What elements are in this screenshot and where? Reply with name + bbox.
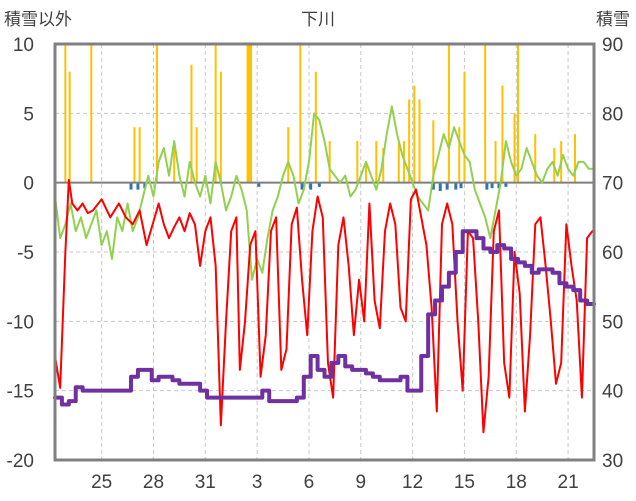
- precip-bar: [494, 141, 497, 183]
- sunshine-bar: [459, 182, 463, 189]
- sunshine-bar: [454, 182, 458, 190]
- precip-bar: [513, 113, 516, 183]
- precip-bar: [299, 44, 302, 183]
- right-tick-label: 60: [602, 243, 623, 264]
- sunshine-bar: [309, 182, 313, 190]
- precip-bar: [458, 127, 461, 183]
- chart-title: 下川: [301, 10, 335, 30]
- right-tick-label: 80: [602, 104, 623, 125]
- sunshine-bar: [143, 182, 147, 189]
- x-tick-label: 31: [195, 472, 216, 493]
- sunshine-bar: [431, 182, 435, 190]
- precip-bar: [397, 141, 400, 183]
- x-tick-label: 28: [143, 472, 164, 493]
- sunshine-bar: [504, 182, 508, 187]
- left-tick-label: -15: [7, 382, 34, 403]
- left-tick-label: -5: [17, 243, 34, 264]
- right-tick-label: 30: [602, 451, 623, 472]
- precip-bar: [364, 161, 367, 183]
- precip-bar: [250, 44, 253, 183]
- series-layer: [53, 105, 596, 434]
- precip-bar: [90, 44, 93, 183]
- x-tick-label: 18: [506, 472, 527, 493]
- precip-bar: [138, 127, 141, 183]
- sunshine-bar: [317, 182, 321, 187]
- precip-bar: [516, 44, 519, 183]
- precip-bar: [408, 99, 411, 183]
- max-temp-line: [54, 105, 595, 281]
- x-tick-label: 21: [558, 472, 579, 493]
- precip-bar: [68, 71, 71, 183]
- right-tick-label: 40: [602, 382, 623, 403]
- sunshine-bar: [445, 182, 449, 190]
- precip-bar: [534, 134, 537, 183]
- precip-bar: [463, 71, 466, 183]
- right-tick-label: 50: [602, 312, 623, 333]
- x-tick-label: 6: [304, 472, 315, 493]
- right-axis-ticks: 90 80 70 60 50 40 30: [602, 35, 623, 472]
- right-tick-label: 90: [602, 35, 623, 56]
- precip-bar: [133, 127, 136, 183]
- plot-frame: [53, 42, 596, 462]
- sunshine-bar: [257, 182, 261, 187]
- min-temp-line: [54, 178, 594, 434]
- x-axis-ticks: 25 28 31 3 6 9 12 15 18 21: [91, 472, 579, 493]
- precip-bar: [195, 127, 198, 183]
- precip-bar: [418, 99, 421, 183]
- sunshine-bar: [300, 182, 304, 190]
- precip-bar: [190, 64, 193, 183]
- x-tick-label: 25: [91, 472, 112, 493]
- right-tick-label: 70: [602, 174, 623, 195]
- precip-bar: [328, 141, 331, 183]
- sunshine-bar: [438, 182, 442, 191]
- snow-depth-line: [53, 229, 596, 407]
- precip-bar: [314, 71, 317, 183]
- x-tick-label: 3: [252, 472, 263, 493]
- precip-bar: [214, 44, 217, 183]
- precip-bar: [219, 71, 222, 183]
- precip-bar: [287, 127, 290, 183]
- precip-bar: [501, 85, 504, 183]
- left-axis-title: 積雪以外: [4, 10, 72, 30]
- precip-bar: [246, 44, 249, 183]
- right-axis-title: 積雪: [596, 10, 630, 30]
- precip-bar: [248, 44, 251, 183]
- left-tick-label: 0: [23, 174, 34, 195]
- precip-bar: [413, 85, 416, 183]
- sunshine-bar: [485, 182, 489, 190]
- left-tick-label: 10: [13, 35, 34, 56]
- left-tick-label: -10: [7, 312, 34, 333]
- precip-bar: [447, 44, 450, 183]
- precip-bar: [484, 44, 487, 183]
- left-tick-label: -20: [7, 451, 34, 472]
- precip-bar: [155, 44, 158, 183]
- x-tick-label: 12: [402, 472, 423, 493]
- precip-bar: [382, 148, 385, 183]
- precip-bar: [356, 141, 359, 183]
- precip-bar: [573, 134, 576, 183]
- sunshine-bar: [136, 182, 140, 190]
- x-tick-label: 15: [454, 472, 475, 493]
- sunshine-bar: [490, 182, 494, 189]
- sunshine-bar: [129, 182, 133, 190]
- precip-bar: [375, 141, 378, 183]
- sunshine-bar: [497, 182, 501, 189]
- precip-bar: [64, 44, 67, 183]
- left-axis-ticks: 10 5 0 -5 -10 -15 -20: [7, 35, 34, 472]
- bars-layer: [64, 44, 576, 191]
- precip-bar: [173, 141, 176, 183]
- left-tick-label: 5: [23, 104, 34, 125]
- precip-bar: [432, 120, 435, 183]
- x-tick-label: 9: [355, 472, 366, 493]
